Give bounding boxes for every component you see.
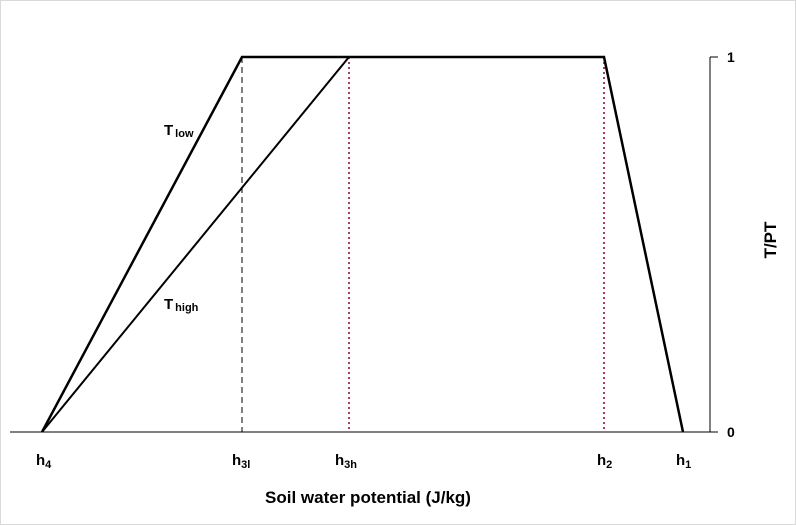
x-label: h3l <box>232 452 250 471</box>
x-label: h1 <box>676 452 691 471</box>
y-tick-label: 0 <box>727 424 735 440</box>
y-axis-title: T/PT <box>761 221 780 258</box>
x-label: h2 <box>597 452 612 471</box>
x-label: h3h <box>335 452 357 471</box>
y-tick-label: 1 <box>727 49 735 65</box>
x-label: h4 <box>36 452 52 471</box>
curve-low <box>40 55 685 433</box>
curve-high <box>41 56 350 433</box>
x-axis-title: Soil water potential (J/kg) <box>265 488 471 507</box>
